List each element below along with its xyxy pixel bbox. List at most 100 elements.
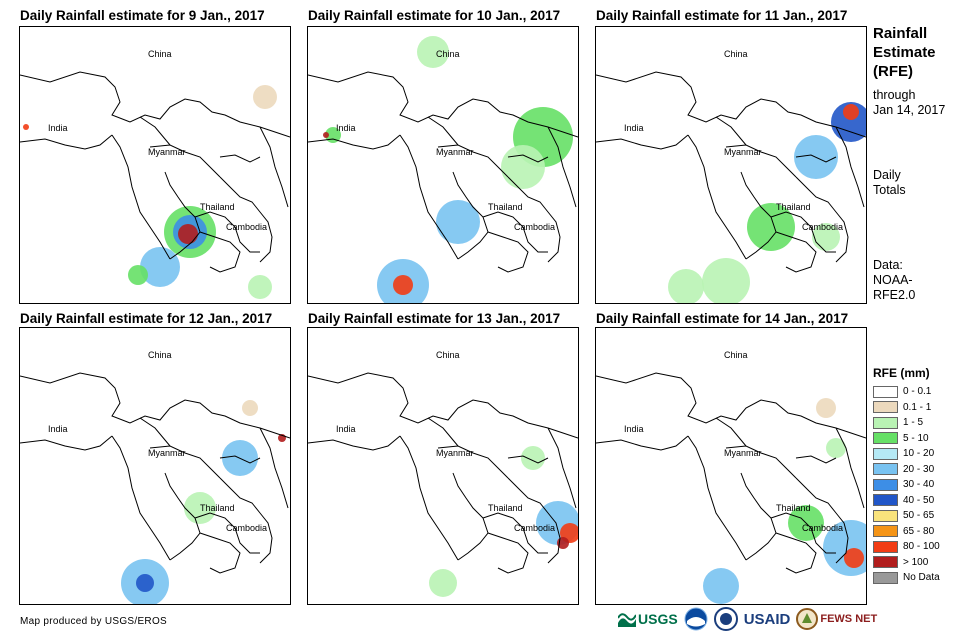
border-line bbox=[507, 477, 561, 564]
border-line bbox=[507, 154, 549, 163]
border-line bbox=[194, 512, 260, 554]
legend-swatch bbox=[873, 494, 898, 507]
border-line bbox=[835, 427, 865, 509]
border-line bbox=[482, 211, 548, 253]
border-line bbox=[725, 445, 797, 479]
rainfall-area bbox=[703, 568, 739, 604]
border-line bbox=[219, 455, 261, 464]
legend-item: 40 - 50 bbox=[873, 493, 940, 509]
country-label-china: China bbox=[724, 350, 748, 360]
legend-swatch bbox=[873, 525, 898, 538]
map-credit: Map produced by USGS/EROS bbox=[20, 616, 168, 627]
border-line bbox=[547, 427, 577, 509]
border-line bbox=[259, 427, 289, 509]
border-line bbox=[596, 435, 689, 451]
country-label-china: China bbox=[436, 350, 460, 360]
legend-swatch bbox=[873, 540, 898, 553]
panel-title-6: Daily Rainfall estimate for 14 Jan., 201… bbox=[596, 311, 849, 326]
rainfall-area bbox=[812, 223, 840, 251]
rainfall-area bbox=[521, 446, 545, 470]
legend-label: 20 - 30 bbox=[903, 463, 935, 475]
rainfall-map: China India Myanmar Thailand Cambodia bbox=[308, 36, 578, 303]
border-line bbox=[775, 231, 817, 273]
country-label-myanmar: Myanmar bbox=[436, 448, 474, 458]
rainfall-area bbox=[136, 574, 154, 592]
border-line bbox=[219, 154, 261, 163]
legend-item: 0 - 0.1 bbox=[873, 384, 940, 400]
usaid-seal-icon bbox=[713, 607, 738, 631]
country-label-thailand: Thailand bbox=[776, 202, 811, 212]
legend-swatch bbox=[873, 556, 898, 569]
border-line bbox=[308, 134, 401, 150]
border-line bbox=[308, 71, 578, 138]
legend-title: RFE (mm) bbox=[873, 366, 930, 380]
rainfall-area bbox=[417, 36, 449, 68]
border-line bbox=[427, 116, 459, 146]
border-line bbox=[308, 435, 401, 451]
border-line bbox=[399, 435, 459, 561]
border-line bbox=[20, 435, 113, 451]
border-line bbox=[487, 231, 529, 273]
legend-swatch bbox=[873, 401, 898, 414]
legend-label: 0 - 0.1 bbox=[903, 386, 932, 398]
map-panel-3: China India Myanmar Thailand Cambodia bbox=[595, 26, 867, 304]
country-label-china: China bbox=[724, 49, 748, 59]
side-through: through Jan 14, 2017 bbox=[873, 88, 946, 117]
border-line bbox=[775, 532, 817, 574]
rainfall-area bbox=[702, 258, 750, 303]
rainfall-area bbox=[668, 269, 704, 303]
rainfall-area bbox=[436, 200, 480, 244]
rainfall-map: China India Myanmar Thailand Cambodia bbox=[596, 49, 866, 303]
border-line bbox=[139, 417, 171, 447]
legend-label: 50 - 65 bbox=[903, 510, 935, 522]
legend-swatch bbox=[873, 416, 898, 429]
legend-swatch bbox=[873, 478, 898, 491]
legend-item: 1 - 5 bbox=[873, 415, 940, 431]
fewsnet-icon bbox=[796, 608, 819, 630]
country-label-india: India bbox=[48, 424, 68, 434]
legend-swatch bbox=[873, 463, 898, 476]
rainfall-map: China India Myanmar Thailand Cambodia bbox=[20, 49, 290, 299]
country-label-india: India bbox=[336, 424, 356, 434]
legend-label: > 100 bbox=[903, 556, 929, 568]
border-line bbox=[149, 445, 221, 479]
country-label-myanmar: Myanmar bbox=[436, 147, 474, 157]
country-label-cambodia: Cambodia bbox=[514, 523, 555, 533]
country-label-cambodia: Cambodia bbox=[802, 523, 843, 533]
country-label-thailand: Thailand bbox=[200, 503, 235, 513]
noaa-icon bbox=[684, 607, 708, 631]
panel-title-5: Daily Rainfall estimate for 13 Jan., 201… bbox=[308, 311, 561, 326]
rainfall-area bbox=[747, 203, 795, 251]
border-line bbox=[795, 176, 849, 263]
legend-label: 1 - 5 bbox=[903, 417, 924, 429]
border-line bbox=[437, 144, 509, 178]
legend-item: 5 - 10 bbox=[873, 431, 940, 447]
legend-label: 30 - 40 bbox=[903, 479, 935, 491]
rfe-legend: RFE (mm) 0 - 0.1 0.1 - 1 1 - 5 5 - 10 10 - 2… bbox=[873, 366, 940, 586]
legend-item: 65 - 80 bbox=[873, 524, 940, 540]
country-label-thailand: Thailand bbox=[776, 503, 811, 513]
border-line bbox=[199, 532, 241, 574]
rainfall-area bbox=[128, 265, 148, 285]
rainfall-area bbox=[501, 145, 545, 189]
panel-title-4: Daily Rainfall estimate for 12 Jan., 201… bbox=[20, 311, 273, 326]
border-line bbox=[487, 532, 529, 574]
border-line bbox=[715, 116, 747, 146]
border-line bbox=[725, 144, 797, 178]
border-line bbox=[596, 71, 866, 138]
country-label-myanmar: Myanmar bbox=[724, 448, 762, 458]
legend-label: 5 - 10 bbox=[903, 432, 929, 444]
legend-item: 10 - 20 bbox=[873, 446, 940, 462]
country-label-cambodia: Cambodia bbox=[226, 523, 267, 533]
legend-swatch bbox=[873, 385, 898, 398]
border-line bbox=[482, 512, 548, 554]
border-line bbox=[795, 477, 849, 564]
rainfall-area bbox=[178, 224, 198, 244]
border-line bbox=[111, 435, 171, 561]
country-label-cambodia: Cambodia bbox=[514, 222, 555, 232]
legend-label: 65 - 80 bbox=[903, 525, 935, 537]
rainfall-map: China India Myanmar Thailand Cambodia bbox=[596, 350, 866, 604]
country-label-india: India bbox=[624, 123, 644, 133]
side-data-source: Data: NOAA- RFE2.0 bbox=[873, 258, 916, 302]
country-label-china: China bbox=[436, 49, 460, 59]
